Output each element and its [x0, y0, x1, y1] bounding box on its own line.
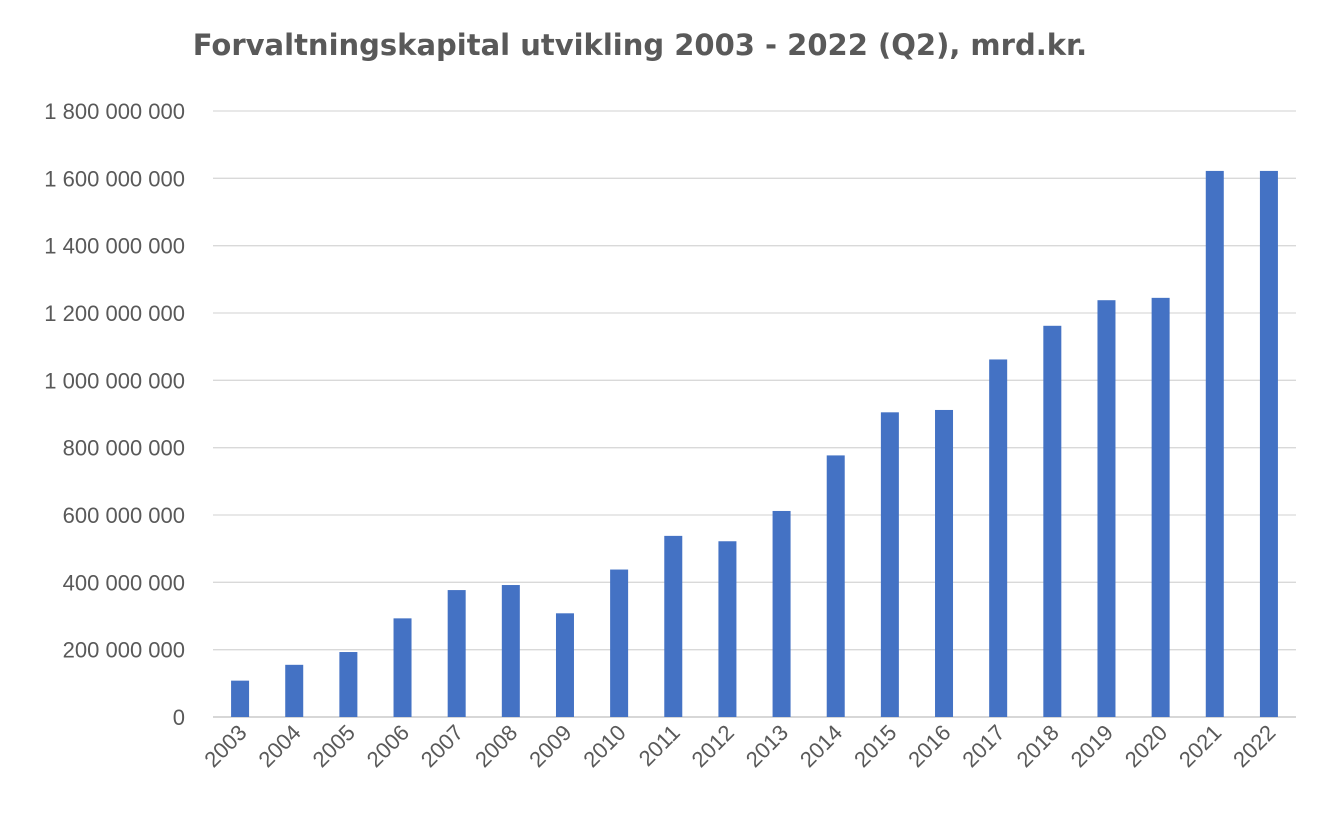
bar-2011 [664, 535, 683, 717]
bar-2017 [989, 359, 1008, 717]
y-tick-label: 1 000 000 000 [44, 368, 185, 393]
x-tick-label: 2007 [416, 720, 468, 772]
x-tick-label: 2018 [1012, 720, 1064, 772]
x-tick-label: 2004 [253, 720, 305, 772]
x-tick-label: 2014 [795, 720, 847, 772]
bar-2019 [1097, 300, 1116, 717]
gridlines [213, 110, 1296, 718]
x-tick-label: 2021 [1174, 720, 1226, 772]
bar-2013 [772, 510, 791, 717]
x-tick-label: 2011 [634, 720, 685, 771]
y-tick-label: 1 800 000 000 [44, 99, 185, 124]
x-tick-label: 2022 [1228, 720, 1280, 772]
bar-2003 [231, 680, 250, 717]
bars [231, 170, 1278, 718]
x-tick-label: 2015 [849, 720, 901, 772]
bar-2018 [1043, 325, 1062, 717]
bar-2020 [1151, 297, 1170, 717]
bar-2008 [501, 585, 520, 717]
bar-2005 [339, 652, 358, 717]
bar-2006 [393, 618, 412, 717]
y-tick-label: 400 000 000 [63, 570, 185, 595]
x-tick-label: 2009 [524, 720, 576, 772]
bar-2007 [447, 590, 466, 717]
x-tick-label: 2019 [1066, 720, 1118, 772]
bar-2014 [826, 455, 845, 717]
y-tick-label: 0 [173, 705, 185, 730]
bar-2015 [880, 412, 899, 717]
bar-2021 [1205, 170, 1224, 718]
bar-2010 [610, 569, 629, 717]
x-tick-label: 2010 [578, 720, 630, 772]
x-tick-label: 2012 [687, 720, 739, 772]
bar-2016 [935, 409, 954, 717]
x-tick-label: 2020 [1120, 720, 1172, 772]
y-tick-label: 200 000 000 [63, 638, 185, 663]
chart-title: Forvaltningskapital utvikling 2003 - 202… [192, 28, 1088, 62]
y-tick-label: 1 400 000 000 [44, 234, 185, 259]
x-tick-label: 2003 [199, 720, 251, 772]
x-tick-label: 2013 [741, 720, 793, 772]
bar-2009 [555, 613, 574, 717]
x-tick-label: 2006 [362, 720, 414, 772]
x-tick-label: 2017 [957, 720, 1009, 772]
x-axis-labels: 2003 2004 2005 2006 2007 2008 2009 2010 2011 2012… [199, 720, 1280, 772]
y-tick-label: 1 200 000 000 [44, 301, 185, 326]
bar-2022 [1259, 170, 1278, 718]
y-tick-label: 600 000 000 [63, 503, 185, 528]
x-tick-label: 2008 [470, 720, 522, 772]
bar-2012 [718, 541, 737, 717]
y-axis-labels: 0 200 000 000 400 000 000 600 000 000 800 00… [44, 99, 185, 730]
bar-2004 [285, 664, 304, 717]
x-tick-label: 2016 [903, 720, 955, 772]
x-tick-label: 2005 [308, 720, 360, 772]
y-tick-label: 800 000 000 [63, 436, 185, 461]
y-tick-label: 1 600 000 000 [44, 166, 185, 191]
